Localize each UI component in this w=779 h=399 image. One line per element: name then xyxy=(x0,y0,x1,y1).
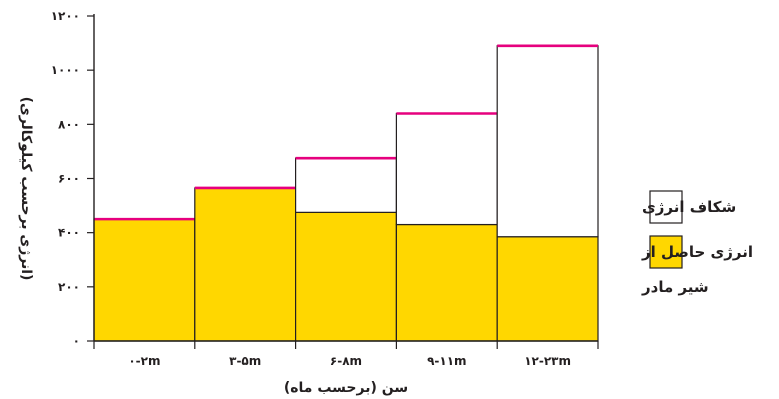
bar-breastmilk-1 xyxy=(194,187,297,342)
bar-gap-3 xyxy=(395,112,498,226)
legend-swatch-1 xyxy=(649,235,683,269)
y-tick-label: ۶۰۰ xyxy=(58,172,80,186)
y-tick-label: ۸۰۰ xyxy=(58,117,80,131)
legend-swatch-0 xyxy=(649,190,683,224)
bars-group xyxy=(93,44,599,342)
x-tick-label: ۶-۸m xyxy=(330,354,362,368)
bar-breastmilk-2 xyxy=(295,211,398,342)
x-axis-title: سن (برحسب ماه) xyxy=(284,380,408,396)
y-tick-label: ۴۰۰ xyxy=(58,226,80,240)
legend-label-1-line2: شیر مادر xyxy=(641,278,709,296)
y-tick-label: ۱۲۰۰ xyxy=(51,9,80,23)
legend-label-0: شکاف انرژی xyxy=(642,198,736,216)
y-tick-label: ۲۰۰ xyxy=(58,280,80,294)
bar-breastmilk-4 xyxy=(496,236,599,342)
x-tick-label: ۳-۵m xyxy=(229,354,261,368)
legend-label-1: انرژی حاصل از xyxy=(641,243,753,261)
bar-gap-2 xyxy=(295,157,398,213)
x-tick-label: ۰-۲m xyxy=(128,354,160,368)
bar-breastmilk-0 xyxy=(93,218,196,342)
bar-gap-4 xyxy=(496,45,599,238)
x-tick-label: ۱۲-۲۳m xyxy=(524,354,571,368)
y-tick-label: ۰ xyxy=(73,334,80,348)
bar-breastmilk-3 xyxy=(395,223,498,342)
legend: شکاف انرژی انرژی حاصل از شیر مادر xyxy=(641,190,753,296)
y-tick-label: ۱۰۰۰ xyxy=(51,63,80,77)
axes-group: ۰-۲m ۳-۵m ۶-۸m ۹-۱۱m ۱۲-۲۳m ۰ ۲۰۰ ۴۰۰ ۶۰۰ ۸۰۰ ۱۰۰۰… xyxy=(18,9,599,396)
x-tick-label: ۹-۱۱m xyxy=(427,354,466,368)
y-axis-title: (انرژی برحسب کیلوکالری) xyxy=(18,97,34,281)
